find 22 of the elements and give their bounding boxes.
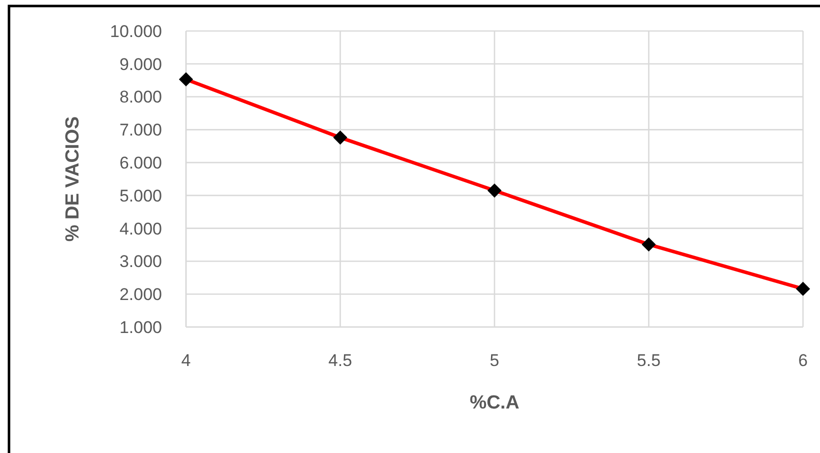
y-tick-label: 8.000 bbox=[119, 88, 162, 107]
point bbox=[487, 183, 502, 198]
x-tick-label: 4 bbox=[181, 350, 191, 370]
y-axis-title: % DE VACIOS bbox=[62, 116, 84, 242]
x-tick-label: 5.5 bbox=[636, 350, 661, 370]
y-tick-label: 5.000 bbox=[119, 186, 162, 206]
x-tick-label: 5 bbox=[490, 350, 500, 370]
y-tick-label: 7.000 bbox=[119, 120, 162, 140]
y-tick-label: 9.000 bbox=[119, 54, 162, 74]
y-tick-label: 4.000 bbox=[119, 219, 162, 238]
x-axis-title: %C.A bbox=[470, 392, 520, 414]
y-tick-label: 10.000 bbox=[110, 22, 162, 41]
point bbox=[178, 72, 194, 86]
point bbox=[333, 130, 348, 145]
x-tick-label: 6 bbox=[798, 350, 808, 370]
y-tick-label: 6.000 bbox=[119, 154, 162, 173]
point bbox=[796, 282, 810, 296]
y-tick-label: 3.000 bbox=[119, 252, 162, 272]
y-tick-label: 2.000 bbox=[119, 285, 162, 304]
y-tick-label: 1.000 bbox=[119, 318, 162, 337]
point bbox=[642, 237, 656, 252]
x-tick-label: 4.5 bbox=[328, 350, 352, 370]
